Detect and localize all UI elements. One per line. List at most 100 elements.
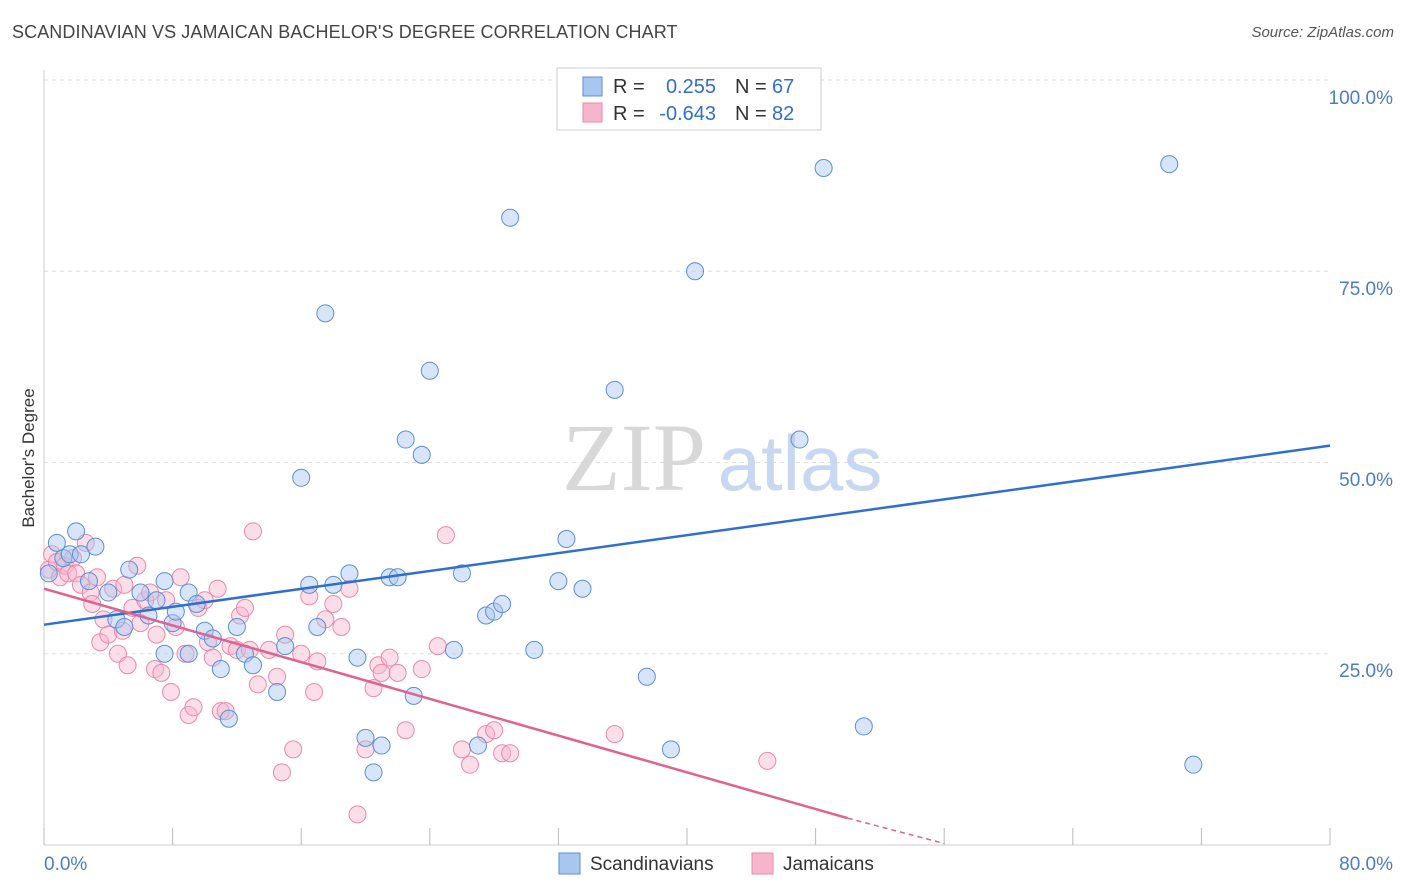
- jamaican-point: [268, 667, 287, 686]
- scandinavian-point: [155, 644, 174, 663]
- jamaican-point: [76, 533, 95, 552]
- jamaican-point: [184, 698, 203, 717]
- jamaican-point: [141, 583, 160, 602]
- scandinavian-point: [549, 572, 568, 591]
- scandinavian-point: [452, 564, 471, 583]
- jamaican-point: [248, 675, 267, 694]
- scandinavian-point: [557, 530, 576, 548]
- jamaican-point: [324, 595, 343, 614]
- x-tick-max: 80.0%: [1339, 854, 1393, 875]
- jamaican-point: [108, 644, 127, 663]
- watermark-atlas: atlas: [718, 419, 883, 507]
- legend-scandinavians-label: Scandinavians: [590, 854, 714, 875]
- scandinavian-point: [637, 667, 656, 686]
- x-tick-min: 0.0%: [44, 854, 87, 875]
- jamaican-point: [436, 526, 455, 545]
- jamaican-point: [171, 568, 190, 587]
- scandinavian-point: [39, 564, 58, 583]
- jamaican-point: [485, 721, 504, 740]
- y-tick-25: 25.0%: [1339, 661, 1393, 682]
- scandinavian-point: [686, 262, 705, 281]
- jamaican-trend-extension: [847, 817, 945, 845]
- scandinavian-point: [525, 640, 544, 659]
- scandinavian-point: [364, 763, 383, 782]
- jamaican-point: [380, 648, 399, 667]
- scandinavian-point: [276, 637, 295, 656]
- scandinavian-point: [493, 595, 512, 614]
- scandinavian-point: [1184, 755, 1203, 774]
- jamaican-point: [332, 617, 351, 636]
- scandinavian-point: [661, 740, 680, 759]
- scandinavian-point: [147, 591, 166, 610]
- gridlines: [44, 79, 1330, 655]
- scandinavian-point: [211, 660, 230, 679]
- r-value-scandinavian: 0.255: [666, 76, 716, 98]
- y-tick-100: 100.0%: [1329, 88, 1394, 109]
- chart-source: Source: ZipAtlas.com: [1251, 24, 1394, 41]
- scandinavian-point: [179, 644, 198, 663]
- scandinavian-point: [292, 468, 311, 487]
- n-label-2: N =: [735, 103, 767, 125]
- scandinavian-point: [316, 304, 335, 323]
- jamaican-point: [99, 625, 118, 644]
- scandinavian-point: [131, 583, 150, 602]
- scandinavian-point: [356, 728, 375, 747]
- scandinavian-point: [469, 736, 488, 755]
- scandinavian-point: [99, 583, 118, 602]
- watermark-zip: ZIP: [562, 404, 706, 511]
- r-label-2: R =: [613, 103, 645, 125]
- scandinavian-point: [412, 445, 431, 464]
- scandinavian-point: [790, 430, 809, 449]
- jamaican-point: [305, 683, 324, 701]
- scandinavian-point: [268, 683, 287, 701]
- jamaican-point: [460, 755, 479, 774]
- jamaican-point: [758, 751, 777, 770]
- jamaican-point: [118, 656, 137, 675]
- r-label-1: R =: [613, 76, 645, 98]
- jamaican-point: [452, 740, 471, 759]
- scandinavian-point: [1160, 155, 1179, 174]
- scandinavian-points: [39, 155, 1203, 782]
- jamaican-point: [428, 637, 447, 656]
- jamaican-point: [501, 744, 520, 763]
- scandinavian-point: [115, 617, 134, 636]
- jamaican-point: [372, 663, 391, 682]
- scandinavian-swatch: [582, 76, 603, 97]
- jamaican-point: [152, 663, 171, 682]
- jamaican-point: [243, 522, 262, 541]
- scandinavian-trend-line: [43, 444, 1331, 626]
- scandinavian-point: [71, 545, 90, 564]
- r-value-jamaican: -0.643: [659, 103, 716, 125]
- jamaican-point: [412, 660, 431, 679]
- scandinavian-point: [67, 522, 86, 541]
- scandinavian-point: [814, 158, 833, 177]
- scandinavian-point: [340, 564, 359, 583]
- y-tick-50: 50.0%: [1339, 470, 1393, 491]
- jamaican-point: [161, 683, 180, 701]
- y-tick-75: 75.0%: [1339, 279, 1393, 300]
- legend-scandinavians-swatch: [558, 852, 581, 875]
- scandinavian-point: [155, 572, 174, 591]
- stats-legend: R = 0.255 N = 67 R = -0.643 N = 82: [556, 67, 822, 131]
- y-axis-label: Bachelor's Degree: [19, 388, 38, 527]
- n-value-jamaican: 82: [772, 103, 794, 125]
- jamaican-point: [272, 763, 291, 782]
- legend-jamaicans-label: Jamaicans: [783, 854, 874, 875]
- scandinavian-point: [348, 648, 367, 667]
- jamaican-point: [605, 725, 624, 744]
- jamaican-point: [388, 663, 407, 682]
- jamaican-point: [208, 579, 227, 598]
- scandinavian-point: [300, 575, 319, 594]
- scandinavian-point: [444, 640, 463, 659]
- scandinavian-point: [47, 533, 66, 552]
- scandinavian-point: [573, 579, 592, 598]
- legend-jamaicans-swatch: [751, 852, 774, 875]
- chart-title: SCANDINAVIAN VS JAMAICAN BACHELOR'S DEGR…: [12, 22, 678, 42]
- scandinavian-point: [308, 617, 327, 636]
- scandinavian-point: [501, 208, 520, 227]
- n-label-1: N =: [735, 76, 767, 98]
- jamaican-point: [115, 575, 134, 594]
- jamaican-point: [284, 740, 303, 759]
- jamaican-point: [235, 598, 254, 617]
